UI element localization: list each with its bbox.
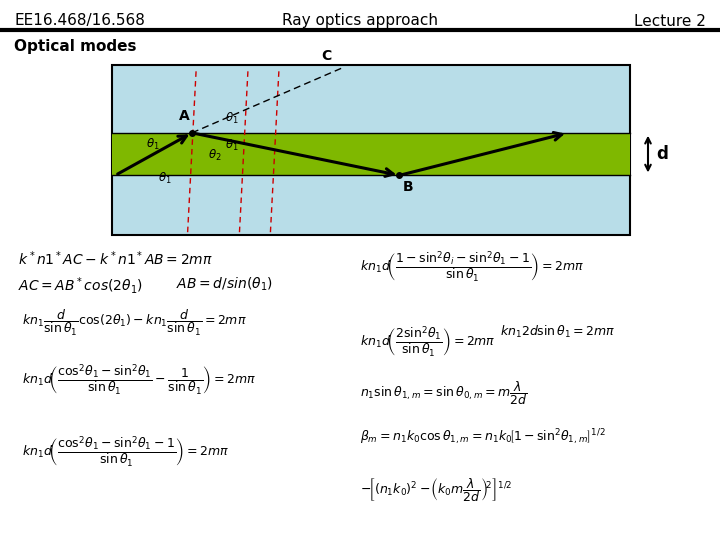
- Text: $kn_1d\!\left(\dfrac{\cos^2\!\theta_1-\sin^2\!\theta_1}{\sin\theta_1}-\dfrac{1}{: $kn_1d\!\left(\dfrac{\cos^2\!\theta_1-\s…: [22, 362, 256, 396]
- Text: $\theta_1$: $\theta_1$: [225, 138, 238, 153]
- Text: $kn_1d\!\left(\dfrac{1-\sin^2\!\theta_i-\sin^2\!\theta_1-1}{\sin\theta_1}\right): $kn_1d\!\left(\dfrac{1-\sin^2\!\theta_i-…: [360, 249, 584, 284]
- Text: $kn_12d\sin\theta_1=2m\pi$: $kn_12d\sin\theta_1=2m\pi$: [500, 324, 616, 340]
- Text: $\theta_1$: $\theta_1$: [158, 171, 171, 186]
- Text: $\theta_2$: $\theta_2$: [208, 148, 222, 163]
- Text: $\theta_1$: $\theta_1$: [225, 111, 238, 126]
- Text: Lecture 2: Lecture 2: [634, 14, 706, 29]
- Text: Ray optics approach: Ray optics approach: [282, 14, 438, 29]
- Text: $k^*n1^*AC - k^*n1^*AB = 2m\pi$: $k^*n1^*AC - k^*n1^*AB = 2m\pi$: [18, 249, 213, 268]
- Text: $kn_1d\!\left(\dfrac{2\sin^2\!\theta_1}{\sin\theta_1}\right)=2m\pi$: $kn_1d\!\left(\dfrac{2\sin^2\!\theta_1}{…: [360, 324, 495, 359]
- Text: C: C: [322, 49, 332, 63]
- Text: d: d: [657, 145, 668, 163]
- Text: B: B: [403, 180, 413, 194]
- Bar: [112, 133, 630, 176]
- Text: $kn_1d\!\left(\dfrac{\cos^2\!\theta_1-\sin^2\!\theta_1-1}{\sin\theta_1}\right)=2: $kn_1d\!\left(\dfrac{\cos^2\!\theta_1-\s…: [22, 435, 228, 469]
- Text: $\beta_m=n_1k_0\cos\theta_{1,m}=n_1k_0\!\left[1-\sin^2\!\theta_{1,m}\right]^{1/2: $\beta_m=n_1k_0\cos\theta_{1,m}=n_1k_0\!…: [360, 428, 606, 448]
- Text: Optical modes: Optical modes: [14, 39, 137, 54]
- Text: $\theta_1$: $\theta_1$: [145, 137, 159, 152]
- Text: $-\!\left[(n_1k_0)^2-\!\left(k_0m\dfrac{\lambda}{2d}\right)^{\!2}\right]^{1/2}$: $-\!\left[(n_1k_0)^2-\!\left(k_0m\dfrac{…: [360, 476, 513, 504]
- Text: $kn_1\dfrac{d}{\sin\theta_1}\cos(2\theta_1)-kn_1\dfrac{d}{\sin\theta_1}=2m\pi$: $kn_1\dfrac{d}{\sin\theta_1}\cos(2\theta…: [22, 308, 246, 338]
- Text: $AC = AB^*cos(2\theta_1)$: $AC = AB^*cos(2\theta_1)$: [18, 275, 143, 296]
- Text: $AB = d/sin(\theta_1)$: $AB = d/sin(\theta_1)$: [176, 275, 273, 293]
- Text: $n_1\sin\theta_{1,m}=\sin\theta_{0,m}=m\dfrac{\lambda}{2d}$: $n_1\sin\theta_{1,m}=\sin\theta_{0,m}=m\…: [360, 379, 528, 407]
- Text: EE16.468/16.568: EE16.468/16.568: [14, 14, 145, 29]
- Text: A: A: [179, 109, 190, 123]
- Bar: [112, 65, 630, 235]
